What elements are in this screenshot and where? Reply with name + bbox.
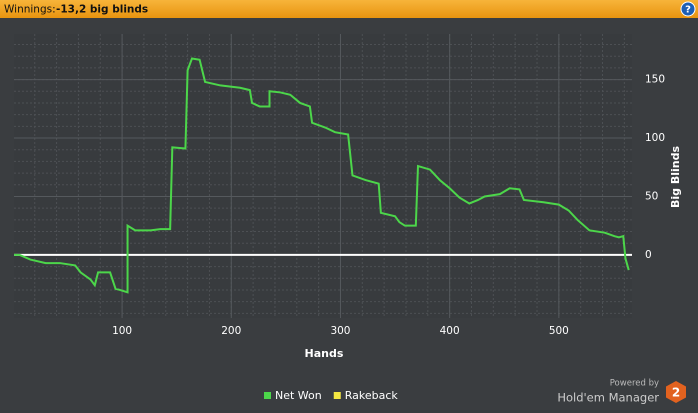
brand-version: 2: [672, 386, 680, 400]
legend-label: Rakeback: [345, 389, 399, 402]
x-tick-label: 200: [221, 325, 241, 337]
x-tick-label: 500: [549, 325, 569, 337]
x-tick-label: 100: [112, 325, 132, 337]
y-tick-label: 50: [645, 190, 658, 202]
y-axis-title: Big Blinds: [669, 146, 682, 208]
data-line: [14, 57, 630, 294]
header-value: -13,2 big blinds: [56, 4, 148, 16]
powered-by: Powered by: [610, 379, 659, 389]
y-tick-label: 0: [645, 249, 652, 261]
brand: Hold'em Manager: [557, 391, 659, 405]
header-bar: [0, 0, 698, 18]
help-icon[interactable]: ?: [685, 5, 691, 16]
legend-label: Net Won: [275, 389, 322, 402]
plot-area: [14, 34, 632, 318]
header-label: Winnings:: [4, 4, 56, 16]
y-tick-label: 100: [645, 132, 665, 144]
help-button[interactable]: [680, 1, 696, 17]
legend-swatch: [264, 392, 271, 399]
x-axis-title: Hands: [305, 347, 344, 360]
y-tick-label: 150: [645, 74, 665, 86]
legend-swatch: [333, 392, 341, 399]
x-tick-label: 400: [440, 325, 460, 337]
brand-logo: [666, 381, 686, 403]
x-tick-label: 300: [330, 325, 350, 337]
